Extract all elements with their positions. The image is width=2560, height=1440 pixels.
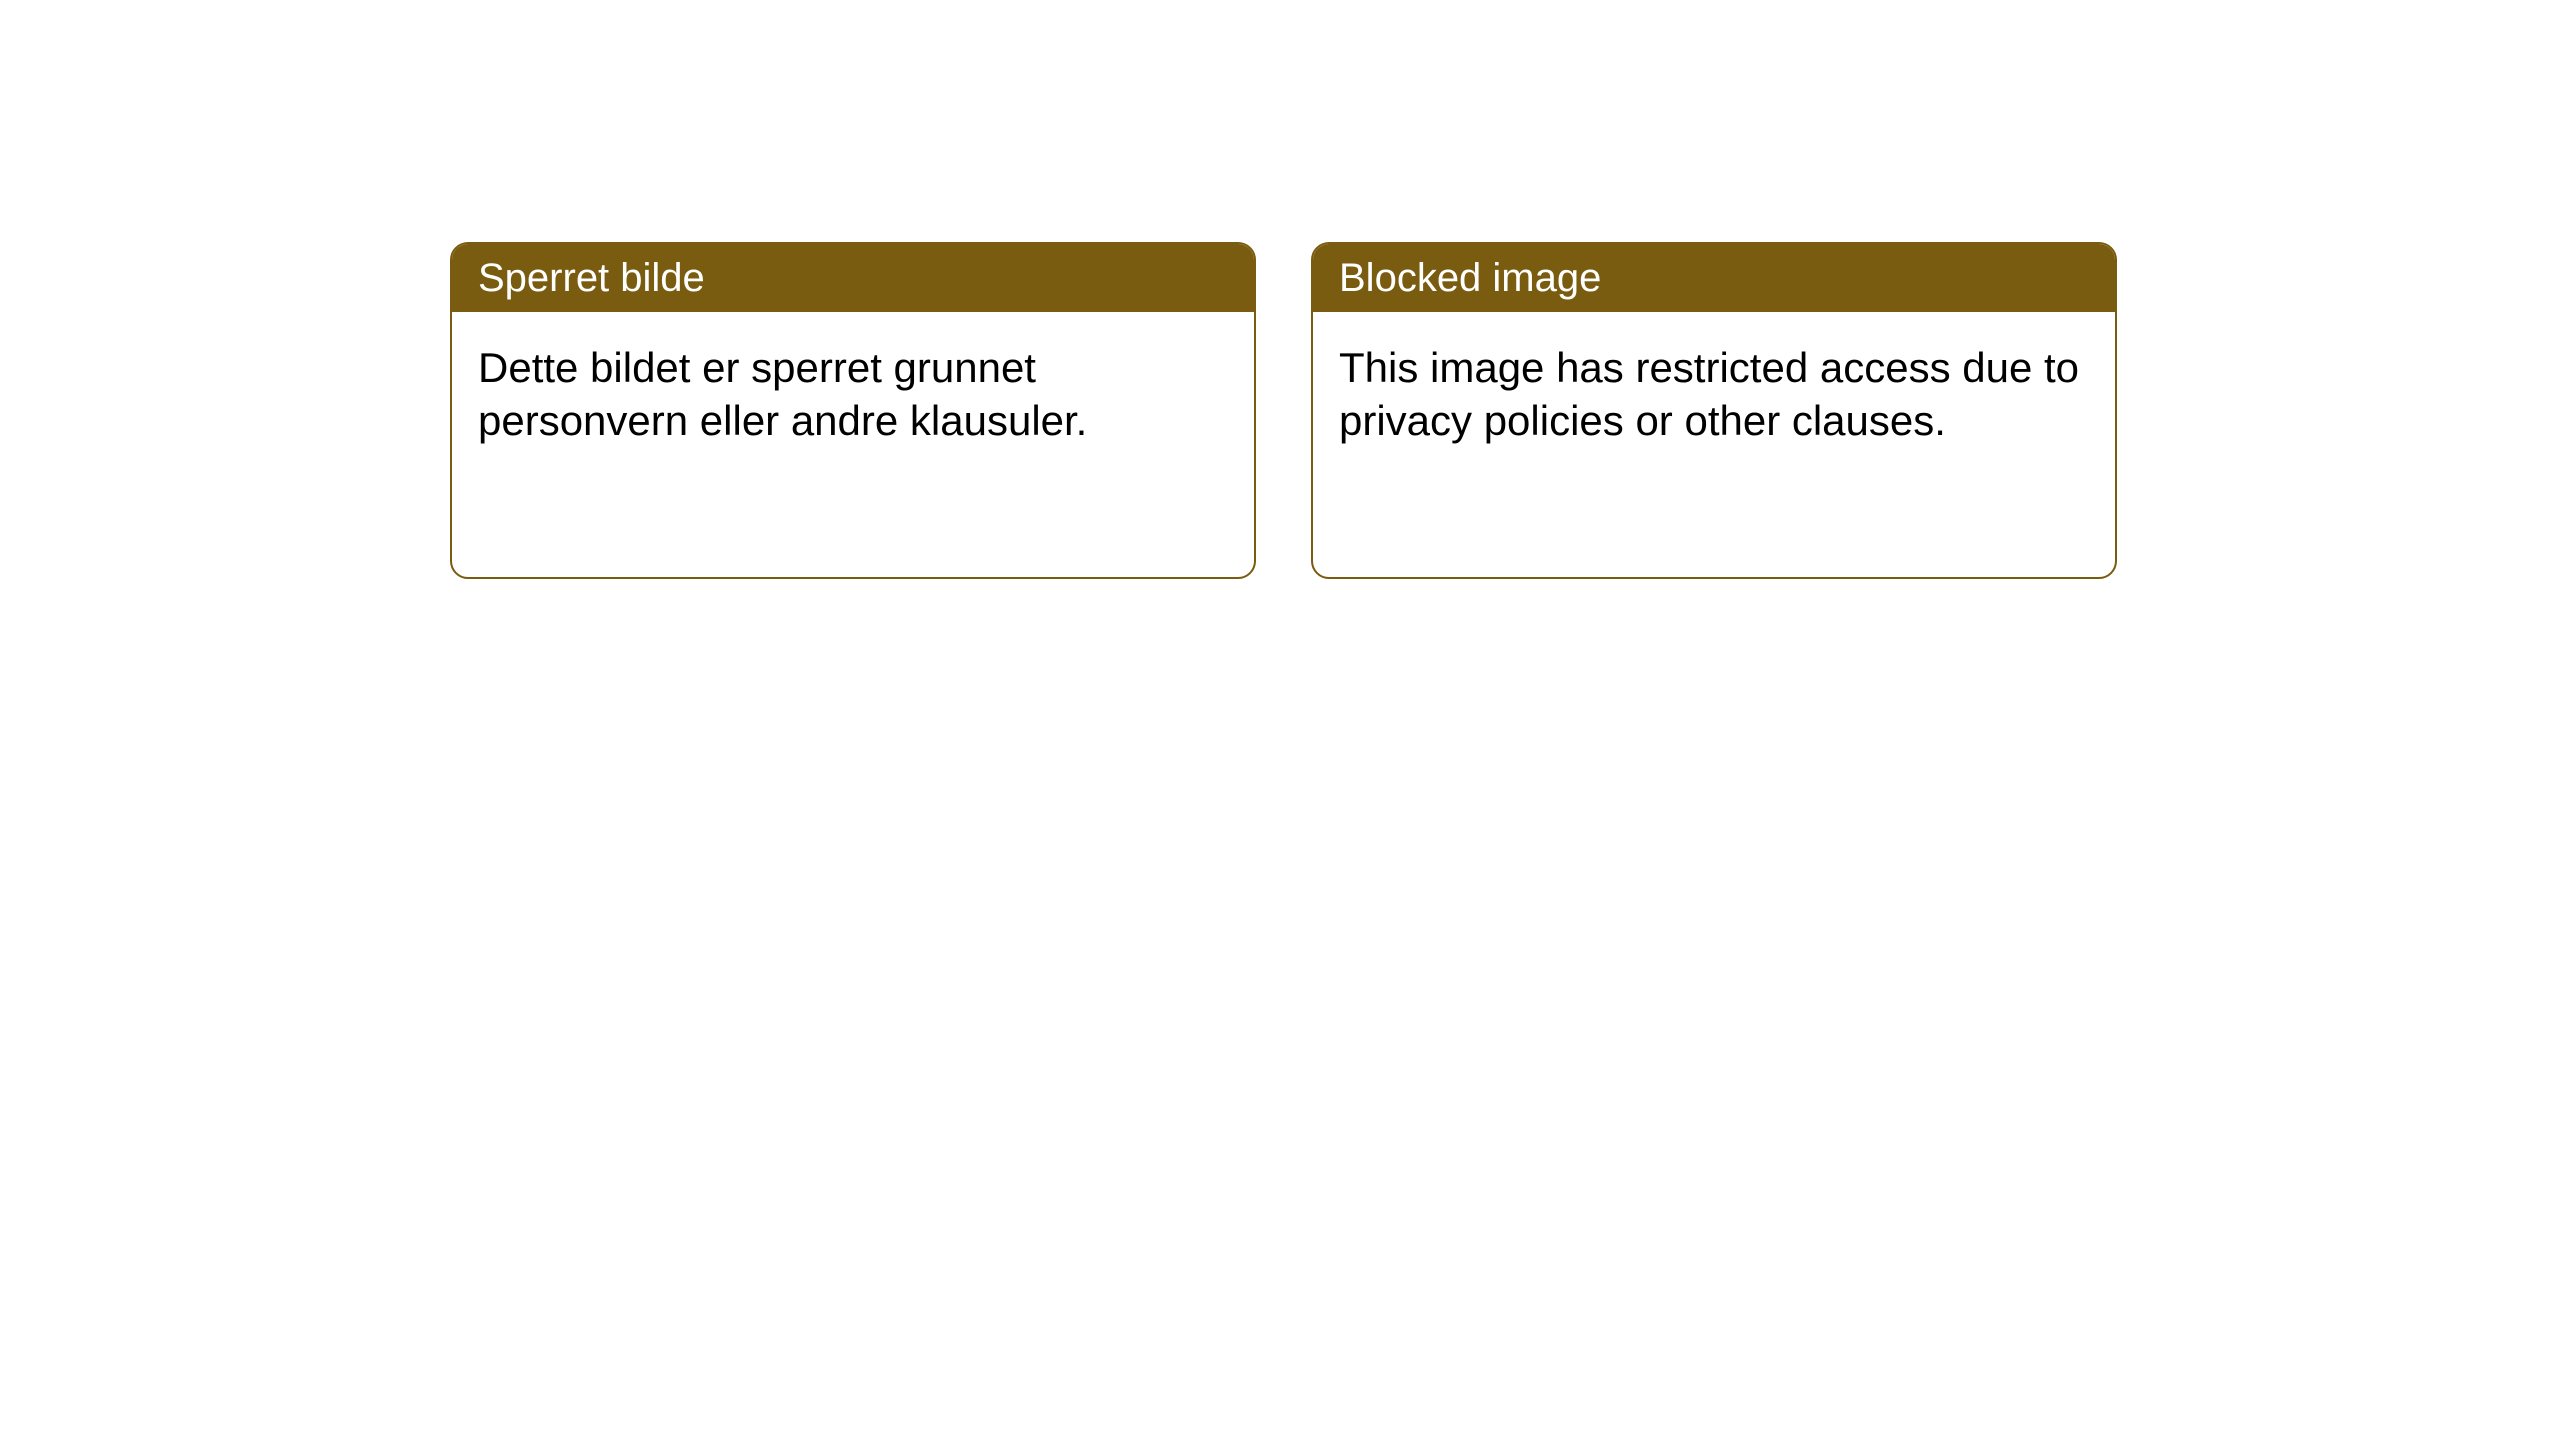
cards-container: Sperret bilde Dette bildet er sperret gr… bbox=[450, 242, 2117, 579]
card-body: Dette bildet er sperret grunnet personve… bbox=[452, 312, 1254, 477]
blocked-image-card-en: Blocked image This image has restricted … bbox=[1311, 242, 2117, 579]
blocked-image-card-no: Sperret bilde Dette bildet er sperret gr… bbox=[450, 242, 1256, 579]
card-body-text: This image has restricted access due to … bbox=[1339, 344, 2079, 444]
card-header: Blocked image bbox=[1313, 244, 2115, 312]
card-title: Sperret bilde bbox=[478, 256, 705, 300]
card-body: This image has restricted access due to … bbox=[1313, 312, 2115, 477]
card-title: Blocked image bbox=[1339, 256, 1601, 300]
card-body-text: Dette bildet er sperret grunnet personve… bbox=[478, 344, 1087, 444]
card-header: Sperret bilde bbox=[452, 244, 1254, 312]
